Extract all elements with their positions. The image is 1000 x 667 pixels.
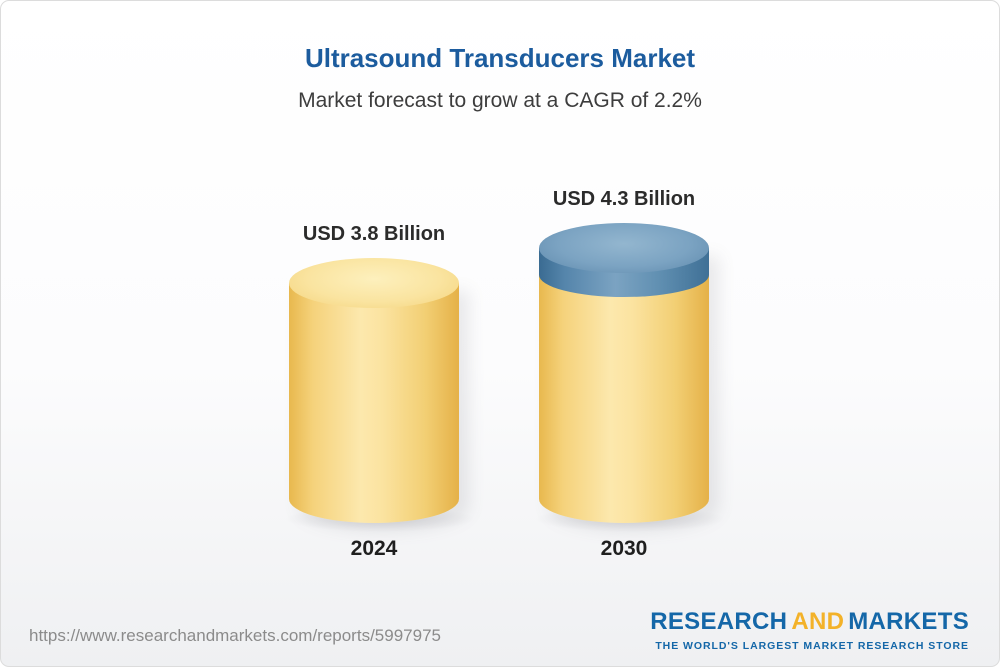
cylinder-top-ellipse-2024 [289,258,459,308]
bar-group-2030: USD 4.3 Billion 2030 [535,188,725,561]
logo-tagline: THE WORLD'S LARGEST MARKET RESEARCH STOR… [655,640,969,652]
bar-cylinder-2030 [535,223,725,532]
logo-word-and: AND [791,608,845,635]
logo-wordmark: RESEARCH AND MARKETS [650,608,969,636]
research-and-markets-logo: RESEARCH AND MARKETS THE WORLD'S LARGEST M… [650,608,969,652]
logo-word-research: RESEARCH [650,608,788,635]
page-subtitle: Market forecast to grow at a CAGR of 2.2… [298,89,702,112]
footer-url: https://www.researchandmarkets.com/repor… [29,626,441,645]
cylinder-body-2024 [289,283,459,523]
bar-group-2024: USD 3.8 Billion 2024 [285,223,475,561]
x-axis-label-2030: 2030 [600,537,648,560]
bar-cylinder-2024 [285,258,475,532]
x-axis-label-2024: 2024 [350,537,398,560]
bar-value-label-2024: USD 3.8 Billion [302,223,446,245]
page-title: Ultrasound Transducers Market [304,43,696,73]
bar-value-label-2030: USD 4.3 Billion [552,188,696,210]
growth-cap-top-ellipse [539,223,709,273]
logo-word-markets: MARKETS [848,608,969,635]
